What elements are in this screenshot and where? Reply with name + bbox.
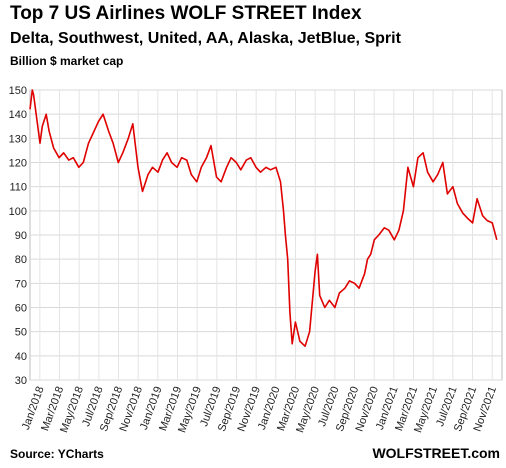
- y-tick-label: 70: [15, 278, 27, 290]
- y-tick-label: 110: [9, 182, 27, 194]
- source-label: Source: YCharts: [10, 447, 104, 461]
- y-tick-label: 120: [9, 158, 27, 170]
- chart-subtitle: Delta, Southwest, United, AA, Alaska, Je…: [10, 30, 401, 47]
- grid-lines: [30, 89, 502, 381]
- y-tick-label: 40: [15, 351, 27, 363]
- y-axis-ticks: 30 40 50 60 70 80 90 100 110 120 130 140 150: [9, 85, 27, 387]
- x-axis-ticks: Jan/2018Mar/2018May/2018Jul/2018Sep/2018…: [20, 385, 499, 435]
- y-tick-label: 50: [15, 327, 27, 339]
- y-tick-label: 60: [15, 303, 27, 315]
- y-axis-unit-label: Billion $ market cap: [10, 54, 124, 68]
- y-tick-label: 140: [9, 109, 27, 121]
- y-tick-label: 150: [9, 85, 27, 97]
- y-tick-label: 100: [9, 206, 27, 218]
- y-tick-label: 130: [9, 133, 27, 145]
- y-tick-label: 80: [15, 254, 27, 266]
- y-tick-label: 30: [15, 375, 27, 387]
- brand-label: WOLFSTREET.com: [372, 445, 500, 461]
- chart-title: Top 7 US Airlines WOLF STREET Index: [10, 3, 362, 24]
- series-line: [29, 89, 498, 347]
- y-tick-label: 90: [15, 230, 27, 242]
